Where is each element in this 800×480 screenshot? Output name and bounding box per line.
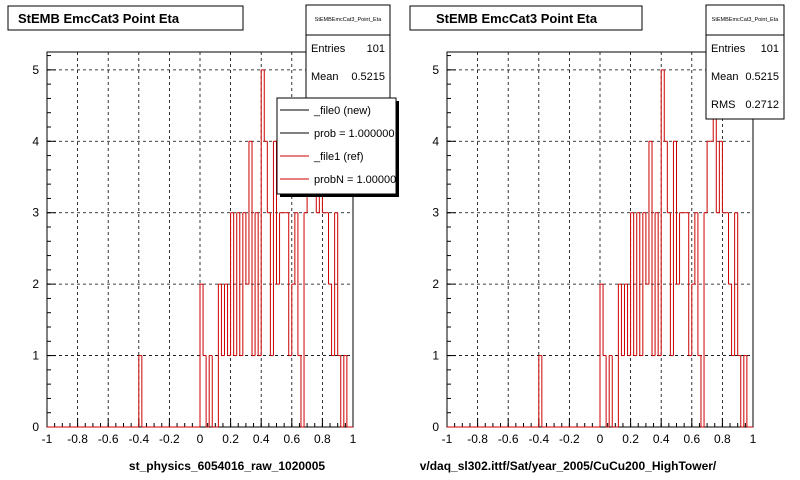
x-tick-label: -1 [42, 432, 53, 446]
x-tick-label: -0.4 [128, 432, 149, 446]
left-chart: StEMB EmcCat3 Point Eta -1 -0.8 -0.6 -0.4 -0… [7, 4, 402, 473]
left-legend: _file0 (new) prob = 1.000000 _file1 (ref) p… [276, 97, 402, 197]
x-tick-label: -0.6 [98, 432, 119, 446]
stats-row-label: Mean [711, 71, 739, 83]
x-tick-label: 0.8 [314, 432, 331, 446]
stats-title: StEMBEmcCat3_Point_Eta [712, 17, 780, 23]
left-plot-area: -1 -0.8 -0.6 -0.4 -0.2 0 0.2 0.4 0.6 0.8 1 0 1 2 3 4 5 [32, 51, 357, 446]
y-tick-label: 0 [32, 420, 39, 434]
stats-row-value: 0.2712 [745, 99, 779, 111]
stats-row-value: 101 [761, 43, 779, 55]
legend-entries: _file0 (new) prob = 1.000000 _file1 (ref) p… [280, 105, 402, 186]
histogram-bins [447, 69, 753, 428]
stats-row-label: Mean [311, 71, 339, 83]
stats-row-label: Entries [311, 43, 346, 55]
left-title-box [7, 5, 244, 31]
stats-frame [305, 4, 391, 99]
x-tick-label: -1 [442, 432, 453, 446]
y-tick-label: 3 [432, 206, 439, 220]
left-chart-title: StEMB EmcCat3 Point Eta [18, 11, 180, 26]
y-tick-label: 3 [32, 206, 39, 220]
stats-row-label: RMS [711, 99, 735, 111]
x-tick-label: -0.6 [498, 432, 519, 446]
x-tick-label: 0 [197, 432, 204, 446]
right-x-axis-label: v/daq_sl302.ittf/Sat/year_2005/CuCu200_H… [420, 459, 717, 473]
x-tick-label: 0.6 [283, 432, 300, 446]
y-tick-label: 4 [32, 134, 39, 148]
left-x-axis-label: st_physics_6054016_raw_1020005 [129, 459, 325, 473]
left-stats-box: StEMBEmcCat3_Point_Eta Entries 101 Mean 0.52… [305, 4, 391, 99]
right-chart: StEMB EmcCat3 Point Eta -1 -0.8 -0.6 -0.4 -0… [409, 4, 785, 473]
legend-entry-label: probN = 1.000000 [314, 174, 402, 186]
stats-row-value: 0.5215 [351, 71, 385, 83]
stats-row-value: 101 [367, 43, 385, 55]
x-tick-label: -0.2 [159, 432, 180, 446]
x-tick-label: 0 [597, 432, 604, 446]
x-tick-label: -0.8 [467, 432, 488, 446]
x-tick-label: 1 [750, 432, 757, 446]
x-tick-label: 0.4 [653, 432, 670, 446]
y-tick-label: 2 [432, 277, 439, 291]
y-tick-label: 5 [432, 63, 439, 77]
y-tick-label: 2 [32, 277, 39, 291]
legend-entry-label: _file0 (new) [313, 105, 371, 117]
right-stats-box: StEMBEmcCat3_Point_Eta Entries 101 Mean 0.52… [705, 4, 785, 120]
x-tick-label: 0.8 [714, 432, 731, 446]
stats-row-value: 0.5215 [745, 71, 779, 83]
y-tick-label: 0 [432, 420, 439, 434]
stats-frame [705, 4, 785, 120]
y-tick-label: 4 [432, 134, 439, 148]
legend-entry-label: _file1 (ref) [313, 151, 364, 163]
x-tick-label: -0.4 [528, 432, 549, 446]
right-title-box [409, 5, 643, 31]
y-tick-label: 1 [432, 349, 439, 363]
legend-entry-label: prob = 1.000000 [314, 128, 394, 140]
x-tick-label: 0.2 [622, 432, 639, 446]
x-tick-label: 0.6 [683, 432, 700, 446]
right-plot-area: -1 -0.8 -0.6 -0.4 -0.2 0 0.2 0.4 0.6 0.8 1 0 1 2 3 4 5 [432, 51, 757, 446]
right-chart-title: StEMB EmcCat3 Point Eta [436, 11, 598, 26]
x-tick-label: 0.2 [222, 432, 239, 446]
stats-title: StEMBEmcCat3_Point_Eta [315, 17, 383, 23]
stats-row-label: Entries [711, 43, 746, 55]
x-tick-label: 0.4 [253, 432, 270, 446]
y-tick-label: 5 [32, 63, 39, 77]
legend-frame [276, 97, 397, 195]
y-tick-label: 1 [32, 349, 39, 363]
x-tick-label: -0.2 [559, 432, 580, 446]
x-tick-label: 1 [350, 432, 357, 446]
x-tick-label: -0.8 [67, 432, 88, 446]
